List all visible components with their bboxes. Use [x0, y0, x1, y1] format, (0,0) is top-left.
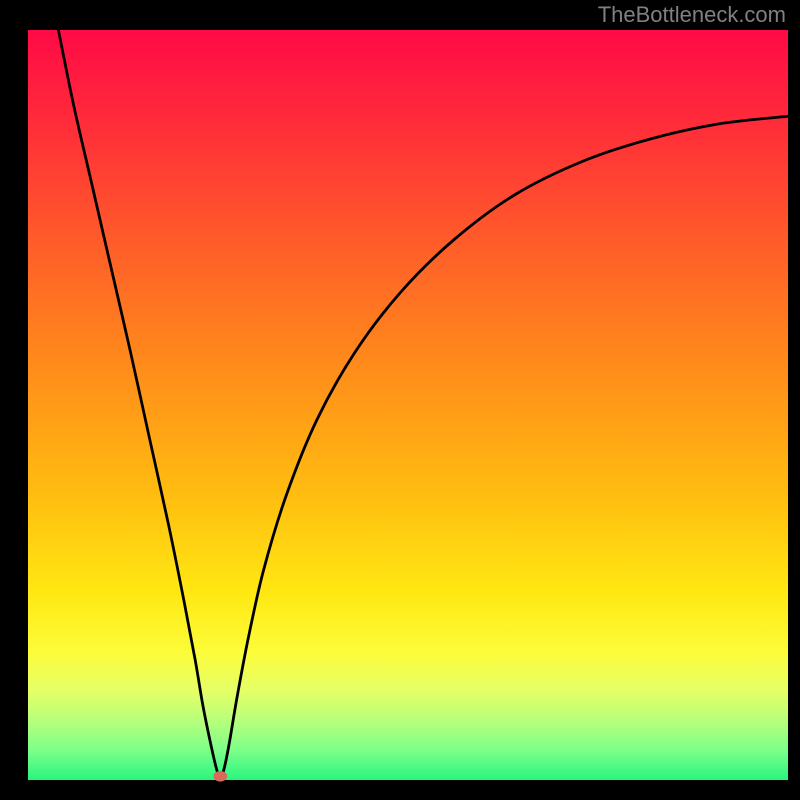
watermark-text: TheBottleneck.com [598, 2, 786, 28]
curve-layer [28, 30, 788, 780]
optimum-marker [213, 771, 227, 782]
bottleneck-curve [58, 30, 788, 778]
chart-frame: TheBottleneck.com [0, 0, 800, 800]
plot-area [28, 30, 788, 780]
